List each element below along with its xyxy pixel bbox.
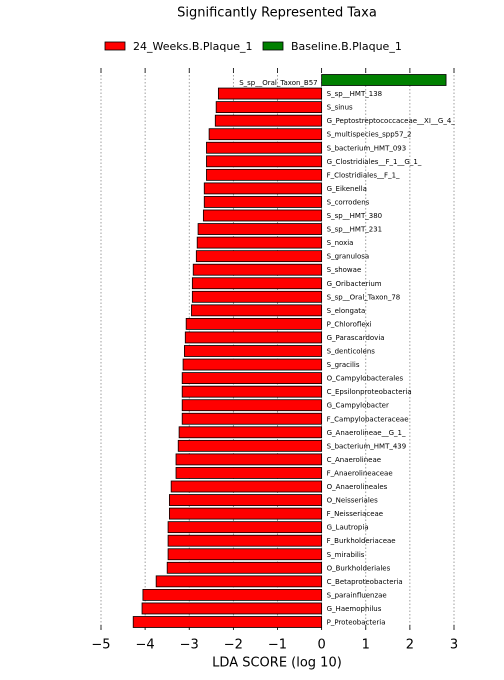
category-label: G_Peptostreptococcaceae__XI__G_4_ xyxy=(327,117,456,125)
bar xyxy=(206,141,323,154)
bar xyxy=(181,412,323,425)
bar xyxy=(181,385,323,398)
bar xyxy=(195,250,323,263)
bar xyxy=(215,101,323,113)
category-label: S_gracilis xyxy=(327,361,360,369)
category-label: C_Betaproteobacteria xyxy=(327,578,403,586)
category-label: F_Burkholderiaceae xyxy=(327,537,396,545)
x-tick-label: 0 xyxy=(317,638,325,653)
category-label: O_Campylobacterales xyxy=(327,375,404,383)
bar xyxy=(142,589,323,601)
bar xyxy=(197,223,323,235)
category-label: F_Clostridiales__F_1_ xyxy=(327,171,400,179)
legend-label: 24_Weeks.B.Plaque_1 xyxy=(133,40,253,53)
category-label: F_Anaerolineaceae xyxy=(327,469,393,477)
category-label: G_Campylobacter xyxy=(327,402,389,410)
bar xyxy=(167,548,323,561)
bar xyxy=(168,494,323,506)
category-label: S_sp__HMT_231 xyxy=(327,226,382,234)
bar xyxy=(183,345,323,357)
bar xyxy=(191,304,323,317)
category-label: O_Burkholderiales xyxy=(327,564,391,572)
bar xyxy=(170,480,323,493)
bar xyxy=(167,521,323,534)
category-label: C_Anaerolineae xyxy=(327,456,381,464)
x-tick-label: −4 xyxy=(136,638,155,653)
bar xyxy=(155,575,323,588)
bar xyxy=(196,236,323,249)
category-label: O_Anaerolineales xyxy=(327,483,388,491)
bar xyxy=(184,331,323,344)
category-label: S_sp__HMT_380 xyxy=(327,212,382,220)
bar xyxy=(182,358,323,371)
legend-label: Baseline.B.Plaque_1 xyxy=(291,40,402,53)
category-label: C_Epsilonproteobacteria xyxy=(327,388,412,396)
category-label: G_Anaerolineae__G_1_ xyxy=(327,429,406,437)
bar xyxy=(181,372,323,385)
bar xyxy=(132,616,323,628)
bar xyxy=(181,399,323,412)
x-tick-label: −5 xyxy=(91,638,110,653)
x-tick-label: 1 xyxy=(362,638,370,653)
bar xyxy=(321,74,447,86)
category-label: S_multispecies_spp57_2 xyxy=(327,131,412,139)
category-label: S_parainfluenzae xyxy=(327,591,387,599)
bar xyxy=(203,182,323,195)
category-label: O_Neisseriales xyxy=(327,497,378,505)
category-label: S_denticolens xyxy=(327,348,376,356)
bar xyxy=(203,196,323,208)
x-tick-label: −3 xyxy=(180,638,199,653)
bar xyxy=(177,439,323,452)
category-label: S_sp__Oral_Taxon_B57 xyxy=(239,79,317,87)
category-label: S_bacterium_HMT_093 xyxy=(327,144,407,152)
category-label: G_Haemophilus xyxy=(327,605,382,613)
category-label: S_sp__HMT_138 xyxy=(327,90,382,98)
bar xyxy=(191,277,323,290)
bar xyxy=(214,114,323,127)
category-label: G_Clostridiales__F_1__G_1_ xyxy=(327,158,422,166)
bar xyxy=(166,561,323,574)
x-axis-label: LDA SCORE (log 10) xyxy=(212,656,342,671)
x-tick-label: 3 xyxy=(450,638,458,653)
bar xyxy=(175,467,323,479)
category-label: P_Chloroflexi xyxy=(327,320,372,328)
bar xyxy=(191,290,323,303)
bar xyxy=(178,426,323,439)
category-label: G_Eikenella xyxy=(327,185,367,193)
x-tick-label: 2 xyxy=(406,638,414,653)
category-label: S_granulosa xyxy=(327,253,370,261)
x-tick-label: −2 xyxy=(224,638,243,653)
category-label: S_sinus xyxy=(327,104,353,112)
legend-swatch xyxy=(104,41,126,51)
bar xyxy=(208,128,323,141)
category-label: S_noxia xyxy=(327,239,354,247)
category-label: S_corrodens xyxy=(327,198,370,206)
bar xyxy=(185,317,323,330)
category-label: F_Neisseriaceae xyxy=(327,510,383,518)
bar xyxy=(168,507,323,520)
legend-swatch xyxy=(262,41,284,51)
category-label: P_Proteobacteria xyxy=(327,619,386,627)
category-label: S_sp__Oral_Taxon_78 xyxy=(327,293,401,301)
bar xyxy=(217,87,323,100)
bar xyxy=(206,155,323,168)
category-label: G_Oribacterium xyxy=(327,280,382,288)
category-label: S_showae xyxy=(327,266,362,274)
bar xyxy=(167,534,323,547)
category-label: S_elongata xyxy=(327,307,366,315)
category-label: S_mirabilis xyxy=(327,551,365,559)
category-label: F_Campylobacteraceae xyxy=(327,415,409,423)
bar xyxy=(206,168,323,181)
category-label: S_bacterium_HMT_439 xyxy=(327,442,407,450)
bar xyxy=(141,602,323,615)
bar xyxy=(192,263,323,276)
bar xyxy=(175,453,323,466)
bar xyxy=(202,209,323,222)
category-label: G_Parascardovia xyxy=(327,334,385,342)
x-tick-label: −1 xyxy=(268,638,287,653)
chart-title: Significantly Represented Taxa xyxy=(177,6,377,21)
category-label: G_Lautropia xyxy=(327,524,369,532)
